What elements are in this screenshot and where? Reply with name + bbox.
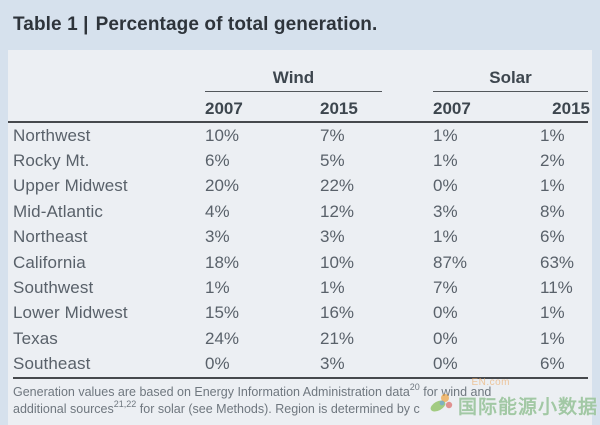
- region-label: Northeast: [13, 227, 88, 247]
- solar-2007-value: 0%: [433, 176, 458, 196]
- wind-2007-value: 20%: [205, 176, 240, 196]
- table-row-northwest: Northwest 10% 7% 1% 1%: [8, 123, 592, 148]
- wind-2015-value: 16%: [320, 303, 355, 323]
- wind-2007-value: 3%: [205, 227, 230, 247]
- footnote-line-1: Generation values are based on Energy In…: [13, 381, 588, 402]
- region-label: Southwest: [13, 278, 94, 298]
- solar-group-label: Solar: [433, 68, 588, 92]
- table-row-mid-atlantic: Mid-Atlantic 4% 12% 3% 8%: [8, 199, 592, 224]
- solar-2015-value: 1%: [540, 303, 565, 323]
- table-body: Northwest 10% 7% 1% 1% Rocky Mt. 6% 5% 1…: [8, 123, 592, 377]
- wind-2007-value: 18%: [205, 252, 240, 272]
- wind-2015-value: 5%: [320, 151, 345, 171]
- solar-2007-header: 2007: [433, 99, 471, 118]
- wind-2015-value: 10%: [320, 252, 355, 272]
- region-label: Rocky Mt.: [13, 151, 90, 171]
- solar-2007-value: 7%: [433, 278, 458, 298]
- table-caption: Percentage of total generation.: [95, 14, 378, 35]
- wind-2015-value: 22%: [320, 176, 355, 196]
- wind-2015-value: 21%: [320, 328, 355, 348]
- wind-2007-value: 24%: [205, 328, 240, 348]
- wind-2007-value: 4%: [205, 201, 230, 221]
- wind-group-header: Wind: [205, 68, 433, 92]
- region-label: Northwest: [13, 125, 91, 145]
- region-label: Mid-Atlantic: [13, 201, 104, 221]
- solar-2007-value: 0%: [433, 354, 458, 374]
- region-label: Texas: [13, 328, 58, 348]
- table-number-label: Table 1 |: [13, 14, 89, 35]
- solar-2015-value: 63%: [540, 252, 575, 272]
- wind-2007-header: 2007: [205, 99, 243, 118]
- solar-2007-value: 1%: [433, 125, 458, 145]
- solar-2007-value: 0%: [433, 328, 458, 348]
- solar-2015-value: 1%: [540, 125, 565, 145]
- table-row-texas: Texas 24% 21% 0% 1%: [8, 326, 592, 351]
- solar-group-header: Solar: [433, 68, 592, 92]
- wind-2015-value: 12%: [320, 201, 355, 221]
- footnote-text: for solar (see Methods). Region is deter…: [136, 402, 420, 417]
- solar-2015-value: 1%: [540, 176, 565, 196]
- table-footnote: Generation values are based on Energy In…: [13, 376, 588, 419]
- solar-2007-value: 1%: [433, 227, 458, 247]
- group-header-row: Wind Solar: [8, 50, 592, 92]
- region-label: California: [13, 252, 86, 272]
- footnote-line-2: additional sources21,22 for solar (see M…: [13, 399, 588, 419]
- wind-group-label: Wind: [205, 68, 382, 92]
- solar-2015-value: 6%: [540, 227, 565, 247]
- wind-2007-value: 10%: [205, 125, 240, 145]
- wind-2015-value: 1%: [320, 278, 345, 298]
- table-panel: Wind Solar 2007 2015 2007 2015 Northwest…: [8, 50, 592, 425]
- table-row-upper-midwest: Upper Midwest 20% 22% 0% 1%: [8, 174, 592, 199]
- table-row-northeast: Northeast 3% 3% 1% 6%: [8, 225, 592, 250]
- wind-2015-value: 3%: [320, 354, 345, 374]
- table-title: Table 1 | Percentage of total generation…: [0, 0, 600, 50]
- wind-2015-header: 2015: [320, 99, 358, 118]
- table-row-southeast: Southeast 0% 3% 0% 6%: [8, 352, 592, 377]
- footnote-text: Generation values are based on Energy In…: [13, 384, 410, 399]
- year-header-row: 2007 2015 2007 2015: [8, 92, 590, 121]
- table-row-lower-midwest: Lower Midwest 15% 16% 0% 1%: [8, 301, 592, 326]
- solar-2007-value: 3%: [433, 201, 458, 221]
- wind-2007-value: 15%: [205, 303, 240, 323]
- region-label: Southeast: [13, 354, 91, 374]
- wind-2007-value: 1%: [205, 278, 230, 298]
- wind-2007-value: 0%: [205, 354, 230, 374]
- reference-superscript: 20: [409, 381, 420, 392]
- solar-2015-value: 11%: [540, 278, 573, 298]
- footnote-text: additional sources: [13, 402, 114, 417]
- region-label: Upper Midwest: [13, 176, 128, 196]
- solar-2015-value: 2%: [540, 151, 565, 171]
- table-row-california: California 18% 10% 87% 63%: [8, 250, 592, 275]
- region-label: Lower Midwest: [13, 303, 128, 323]
- solar-2015-value: 8%: [540, 201, 565, 221]
- year-header-rule: 2007 2015 2007 2015: [8, 92, 590, 123]
- solar-2015-value: 6%: [540, 354, 565, 374]
- wind-2007-value: 6%: [205, 151, 230, 171]
- wind-2015-value: 3%: [320, 227, 345, 247]
- solar-2015-value: 1%: [540, 328, 565, 348]
- solar-2015-header: 2015: [552, 99, 590, 118]
- wind-2015-value: 7%: [320, 125, 345, 145]
- reference-superscript: 21,22: [113, 399, 137, 410]
- solar-2007-value: 0%: [433, 303, 458, 323]
- solar-2007-value: 1%: [433, 151, 458, 171]
- solar-2007-value: 87%: [433, 252, 468, 272]
- footnote-text: for wind and: [419, 384, 492, 399]
- table-row-southwest: Southwest 1% 1% 7% 11%: [8, 275, 592, 300]
- table-row-rocky-mt: Rocky Mt. 6% 5% 1% 2%: [8, 148, 592, 173]
